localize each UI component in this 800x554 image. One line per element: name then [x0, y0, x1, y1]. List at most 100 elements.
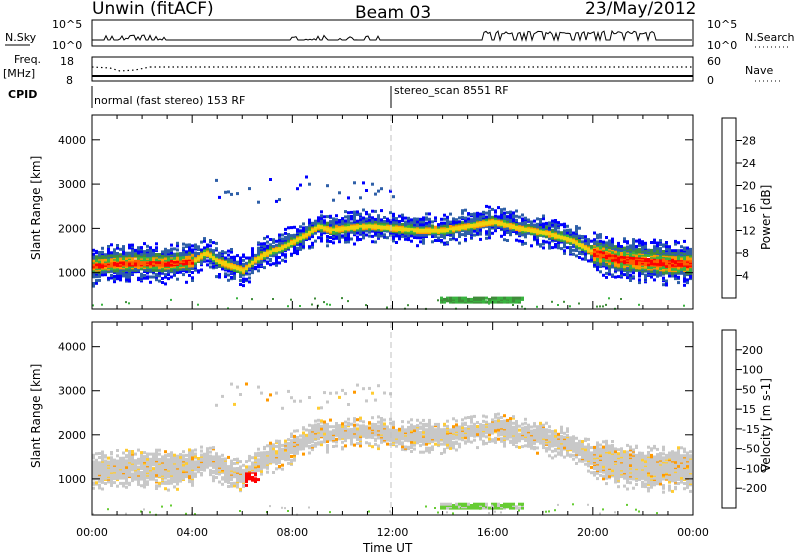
- power-pixel: [512, 304, 514, 306]
- power-pixel: [407, 227, 410, 231]
- power-pixel: [335, 224, 338, 228]
- power-pixel: [239, 256, 242, 260]
- velocity-pixel: [248, 457, 251, 461]
- power-pixel: [365, 233, 368, 237]
- power-pixel: [458, 220, 461, 224]
- power-pixel: [281, 237, 284, 241]
- velocity-pixel: [389, 428, 392, 432]
- power-pixel: [569, 231, 572, 235]
- power-pixel: [344, 238, 347, 241]
- power-pixel: [251, 256, 254, 260]
- power-pixel: [224, 251, 227, 255]
- power-pixel: [197, 248, 200, 251]
- velocity-pixel: [149, 457, 152, 461]
- power-pixel: [380, 187, 383, 191]
- velocity-pixel: [188, 448, 191, 452]
- power-pixel: [653, 247, 656, 251]
- power-pixel: [227, 257, 230, 261]
- velocity-pixel: [200, 472, 203, 475]
- power-pixel: [92, 304, 94, 307]
- power-pixel: [329, 220, 332, 224]
- velocity-pixel: [395, 434, 398, 438]
- power-pixel: [317, 304, 319, 307]
- power-pixel: [491, 215, 494, 219]
- power-pixel: [149, 275, 152, 279]
- power-pixel: [431, 224, 434, 228]
- velocity-pixel: [284, 442, 287, 446]
- velocity-pixel: [155, 448, 158, 452]
- power-pixel: [245, 261, 248, 265]
- power-pixel: [137, 250, 140, 254]
- power-pixel: [284, 253, 287, 257]
- power-pixel: [179, 270, 182, 274]
- power-pixel: [473, 233, 476, 237]
- power-pixel: [674, 277, 677, 281]
- power-pixel: [620, 262, 623, 266]
- power-pixel: [236, 260, 239, 264]
- power-pixel: [212, 249, 215, 253]
- title-left: Unwin (fitACF): [92, 0, 214, 19]
- power-pixel: [101, 303, 103, 306]
- power-pixel: [374, 209, 377, 213]
- power-pixel: [296, 187, 299, 191]
- velocity-pixel: [344, 424, 347, 428]
- power-pixel: [260, 250, 263, 254]
- power-pixel: [215, 265, 218, 269]
- power-pixel: [533, 219, 536, 223]
- power-pixel: [599, 233, 602, 237]
- power-pixel: [176, 277, 179, 281]
- power-pixel: [596, 240, 599, 244]
- power-pixel: [299, 183, 302, 187]
- power-pixel: [158, 279, 161, 283]
- velocity-pixel: [128, 450, 131, 453]
- velocity-pixel: [293, 399, 296, 403]
- power-pixel: [536, 238, 539, 242]
- power-pixel: [296, 249, 299, 253]
- power-pixel: [647, 258, 650, 261]
- velocity-pixel: [368, 421, 371, 425]
- velocity-pixel: [173, 453, 176, 457]
- power-pixel: [572, 234, 575, 238]
- velocity-pixel: [368, 510, 370, 513]
- power-pixel: [566, 246, 569, 250]
- velocity-pixel: [368, 426, 371, 430]
- power-pixel: [623, 237, 626, 241]
- power-pixel: [449, 237, 452, 241]
- power-pixel: [353, 215, 356, 219]
- power-pixel: [410, 234, 413, 238]
- power-pixel: [263, 244, 266, 248]
- power-pixel: [683, 304, 685, 307]
- power-pixel: [287, 233, 290, 236]
- velocity-pixel: [380, 417, 383, 420]
- power-pixel: [365, 304, 367, 307]
- velocity-pixel: [269, 505, 271, 508]
- power-pixel: [557, 241, 560, 244]
- power-pixel: [566, 228, 569, 232]
- velocity-pixel: [254, 452, 257, 456]
- velocity-pixel: [335, 440, 338, 444]
- velocity-pixel: [383, 430, 386, 434]
- power-pixel: [641, 240, 644, 244]
- velocity-pixel: [215, 454, 218, 458]
- power-pixel: [494, 214, 497, 218]
- velocity-pixel: [275, 450, 278, 454]
- power-pixel: [437, 236, 440, 240]
- velocity-pixel: [254, 458, 257, 462]
- power-pixel: [227, 190, 230, 194]
- velocity-pixel: [362, 420, 365, 424]
- power-pixel: [137, 246, 140, 250]
- velocity-pixel: [395, 428, 398, 432]
- power-pixel: [602, 257, 605, 261]
- power-pixel: [269, 263, 272, 267]
- velocity-pixel: [161, 505, 163, 508]
- velocity-pixel: [233, 467, 236, 471]
- power-pixel: [308, 218, 311, 222]
- power-pixel: [584, 235, 587, 239]
- power-pixel: [221, 250, 224, 254]
- power-pixel: [497, 296, 500, 300]
- velocity-pixel: [200, 453, 203, 457]
- power-pixel: [134, 248, 137, 252]
- power-pixel: [107, 245, 110, 248]
- velocity-pixel: [104, 482, 107, 485]
- power-pixel: [557, 230, 560, 234]
